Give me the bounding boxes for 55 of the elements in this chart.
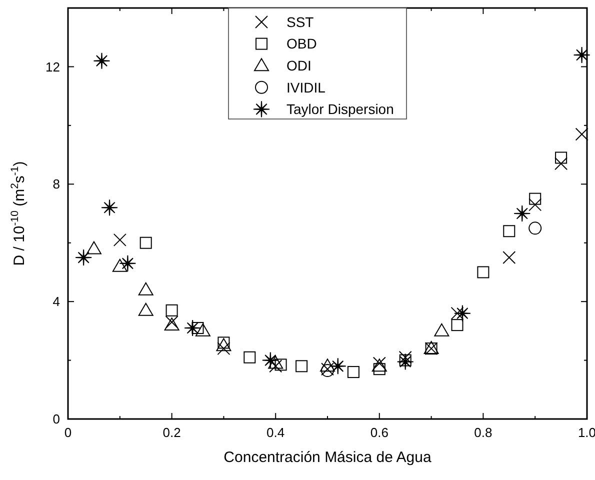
point xyxy=(195,323,210,336)
y-tick-label: 12 xyxy=(46,59,60,74)
point xyxy=(138,302,154,316)
point xyxy=(454,304,471,322)
point xyxy=(320,358,335,372)
point xyxy=(93,52,110,70)
point xyxy=(477,266,490,278)
legend-label: SST xyxy=(286,14,314,30)
point xyxy=(575,128,588,141)
point xyxy=(269,360,282,373)
point xyxy=(528,198,542,212)
point xyxy=(119,254,136,272)
point xyxy=(217,342,230,356)
point xyxy=(138,282,154,296)
point xyxy=(296,360,308,372)
point xyxy=(398,350,412,364)
point xyxy=(113,233,126,246)
x-tick-label: 0.8 xyxy=(474,425,492,440)
point xyxy=(396,353,414,370)
point xyxy=(503,225,516,238)
point xyxy=(75,249,92,266)
point xyxy=(451,319,464,332)
legend-label: OBD xyxy=(286,36,317,52)
x-tick-label: 0.2 xyxy=(162,425,181,440)
point xyxy=(514,205,531,222)
point xyxy=(112,258,128,272)
x-tick-label: 0.6 xyxy=(370,425,388,440)
point xyxy=(329,358,346,375)
y-tick-label: 4 xyxy=(52,294,60,310)
point xyxy=(434,323,450,336)
point xyxy=(101,199,118,216)
x-tick-label: 0 xyxy=(64,425,72,440)
y-tick-label: 8 xyxy=(52,176,60,192)
point xyxy=(450,306,464,320)
legend-label: Taylor Dispersion xyxy=(286,101,394,118)
legend-label: IVIDIL xyxy=(286,79,326,96)
point xyxy=(166,304,178,316)
point xyxy=(528,222,542,235)
point xyxy=(555,152,568,164)
point xyxy=(502,251,516,264)
point xyxy=(184,319,202,336)
legend-label: ODI xyxy=(286,58,312,74)
point xyxy=(573,46,590,64)
point xyxy=(347,366,360,378)
point xyxy=(140,236,152,249)
point xyxy=(86,241,102,254)
x-tick-label: 0.4 xyxy=(266,425,285,440)
point xyxy=(554,157,568,170)
y-tick-label: 0 xyxy=(52,412,60,427)
point xyxy=(262,352,279,369)
x-axis-title: Concentración Másica de Agua xyxy=(224,449,432,466)
point xyxy=(529,192,542,205)
point xyxy=(244,351,256,364)
point xyxy=(216,338,232,352)
point xyxy=(268,356,284,369)
